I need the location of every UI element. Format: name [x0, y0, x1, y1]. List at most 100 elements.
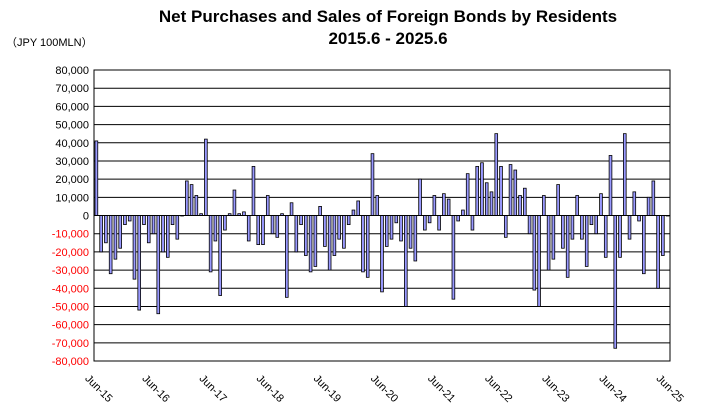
bar — [299, 215, 303, 225]
bar — [489, 191, 494, 216]
bar — [151, 215, 156, 235]
y-tick-label: 80,000 — [55, 65, 89, 77]
bar — [351, 209, 356, 216]
chart-title-line-1: Net Purchases and Sales of Foreign Bonds… — [159, 7, 617, 26]
bar — [484, 182, 489, 216]
y-tick-label: 50,000 — [55, 120, 89, 132]
bar — [503, 215, 508, 238]
x-tick-label: Jun-21 — [425, 373, 457, 405]
bar — [375, 195, 380, 216]
bar — [170, 215, 175, 225]
y-tick-label: -60,000 — [52, 320, 89, 332]
bar — [418, 178, 422, 216]
bar — [104, 215, 108, 244]
bar — [389, 215, 394, 240]
bars-group — [94, 133, 670, 349]
bar — [94, 140, 99, 216]
bar — [632, 191, 637, 216]
bar — [213, 215, 218, 242]
x-tick-label: Jun-22 — [482, 373, 514, 405]
bar — [542, 195, 546, 216]
bar — [523, 187, 527, 216]
bar — [661, 215, 665, 256]
y-axis-unit-label: （JPY 100MLN） — [6, 36, 93, 49]
y-tick-label: -70,000 — [52, 338, 89, 350]
bar — [142, 215, 146, 225]
x-tick-label: Jun-24 — [596, 373, 628, 405]
y-tick-label: 20,000 — [55, 174, 89, 186]
bar — [513, 169, 518, 216]
bar — [399, 215, 403, 242]
bar — [508, 164, 513, 216]
y-tick-label: -50,000 — [52, 301, 89, 313]
bar — [208, 215, 213, 273]
bar — [285, 215, 289, 298]
bar — [275, 215, 280, 238]
bar — [175, 215, 180, 240]
bar — [304, 215, 308, 256]
bar — [494, 133, 499, 216]
bar — [223, 215, 227, 231]
x-tick-label: Jun-25 — [654, 373, 686, 405]
bar — [532, 215, 537, 291]
y-tick-label: 40,000 — [55, 138, 89, 150]
bar — [327, 215, 332, 271]
x-tick-labels: Jun-15 Jun-16 Jun-17 Jun-18 Jun-19 Jun-20 Jun-… — [82, 373, 686, 405]
bar — [108, 215, 113, 275]
bar — [194, 195, 199, 216]
bar — [118, 215, 122, 249]
bar — [642, 215, 646, 275]
bar — [342, 215, 346, 249]
x-tick-label: Jun-16 — [139, 373, 171, 405]
bar — [432, 195, 437, 216]
x-tick-label: Jun-17 — [197, 373, 229, 405]
y-tick-label: 0 — [83, 211, 89, 223]
bar — [427, 215, 432, 224]
x-tick-label: Jun-15 — [82, 373, 114, 405]
bar — [204, 138, 208, 216]
y-tick-label: -20,000 — [52, 247, 89, 259]
bar — [185, 180, 189, 216]
bar — [242, 211, 246, 216]
bar — [318, 206, 322, 216]
bar — [499, 165, 503, 216]
bar — [232, 189, 237, 216]
bar — [123, 215, 127, 225]
bar — [294, 215, 299, 253]
bar — [370, 153, 375, 216]
bar — [356, 200, 360, 216]
bar — [546, 215, 551, 271]
bar — [323, 215, 327, 247]
bar — [437, 215, 441, 231]
bar — [99, 215, 103, 253]
bar — [289, 202, 294, 216]
bar — [256, 215, 261, 246]
bar — [589, 215, 594, 225]
y-tick-label: -10,000 — [52, 229, 89, 241]
bar — [646, 196, 651, 216]
bar — [270, 215, 275, 235]
bar — [561, 215, 565, 249]
bar — [537, 215, 541, 307]
bar — [594, 215, 598, 235]
bar — [146, 215, 151, 244]
bar — [651, 180, 656, 216]
bar — [423, 215, 427, 231]
bar — [527, 215, 532, 235]
bar — [580, 215, 584, 240]
bar — [465, 173, 470, 216]
x-tick-label: Jun-19 — [311, 373, 343, 405]
bar — [265, 195, 270, 216]
bar — [132, 215, 137, 280]
bar — [413, 215, 418, 262]
bar — [451, 215, 456, 300]
x-tick-label: Jun-18 — [254, 373, 286, 405]
bar — [556, 184, 560, 216]
bar — [608, 155, 613, 216]
x-tick-label: Jun-20 — [368, 373, 400, 405]
bar — [622, 133, 627, 216]
bar — [189, 184, 194, 216]
bar — [161, 215, 165, 253]
bar — [656, 215, 660, 289]
